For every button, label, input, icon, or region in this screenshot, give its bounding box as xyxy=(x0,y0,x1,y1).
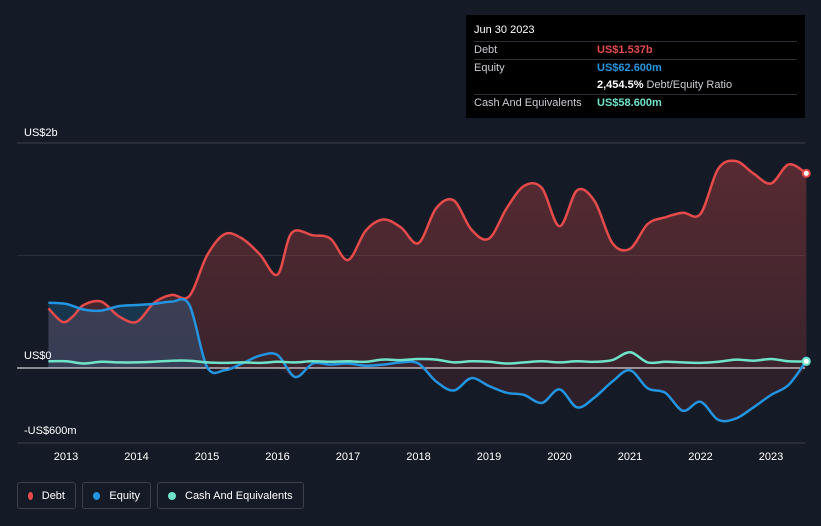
tooltip-debt-label: Debt xyxy=(474,44,498,56)
cash-end-marker xyxy=(801,356,811,366)
tooltip-debt-row: Debt US$1.537b xyxy=(474,41,797,59)
x-tick-label: 2018 xyxy=(406,451,431,463)
legend-debt-label: Debt xyxy=(41,489,65,502)
x-tick-label: 2015 xyxy=(194,451,220,463)
equity-line xyxy=(48,297,808,423)
legend-cash-toggle[interactable]: Cash And Equivalents xyxy=(157,482,304,509)
legend-equity-label: Equity xyxy=(109,489,140,502)
tooltip-ratio-label: Debt/Equity Ratio xyxy=(646,79,733,91)
tooltip-equity-label: Equity xyxy=(474,62,505,74)
x-tick-label: 2013 xyxy=(53,451,79,463)
tooltip-ratio-value: 2,454.5% xyxy=(597,79,644,91)
cash-line xyxy=(48,351,807,365)
x-tick-label: 2022 xyxy=(688,451,713,463)
equity-area xyxy=(48,299,208,368)
x-tick-label: 2014 xyxy=(124,451,149,463)
x-tick-label: 2023 xyxy=(758,451,784,463)
tooltip-date: Jun 30 2023 xyxy=(474,24,535,36)
x-tick-label: 2021 xyxy=(617,451,643,463)
tooltip-cash-row: Cash And Equivalents US$58.600m xyxy=(474,94,797,112)
cash-dot-icon xyxy=(168,491,176,500)
y-axis-bottom-label: -US$600m xyxy=(24,425,77,437)
chart-legend: Debt Equity Cash And Equivalents xyxy=(17,482,310,509)
debt-area xyxy=(48,160,807,368)
legend-cash-label: Cash And Equivalents xyxy=(185,489,293,502)
equity-dot-icon xyxy=(93,491,101,500)
tooltip-debt-value: US$1.537b xyxy=(597,44,653,56)
tooltip-ratio-row: 2,454.5% Debt/Equity Ratio xyxy=(474,77,797,94)
tooltip-cash-label: Cash And Equivalents xyxy=(474,97,582,109)
legend-debt-toggle[interactable]: Debt xyxy=(17,482,76,509)
legend-equity-toggle[interactable]: Equity xyxy=(82,482,151,509)
tooltip-equity-row: Equity US$62.600m xyxy=(474,59,797,77)
debt-dot-icon xyxy=(28,491,33,500)
x-tick-label: 2017 xyxy=(335,451,361,463)
tooltip-cash-value: US$58.600m xyxy=(597,97,662,109)
negative-equity-area xyxy=(207,367,807,422)
y-axis-top-label: US$2b xyxy=(24,127,58,139)
x-tick-label: 2019 xyxy=(476,451,502,463)
tooltip-equity-value: US$62.600m xyxy=(597,62,662,74)
data-tooltip: Jun 30 2023 Debt US$1.537b Equity US$62.… xyxy=(466,15,805,118)
x-tick-label: 2020 xyxy=(547,451,572,463)
debt-end-marker xyxy=(801,168,811,178)
y-axis-zero-label: US$0 xyxy=(24,350,52,362)
debt-line xyxy=(47,159,807,324)
x-tick-label: 2016 xyxy=(265,451,290,463)
